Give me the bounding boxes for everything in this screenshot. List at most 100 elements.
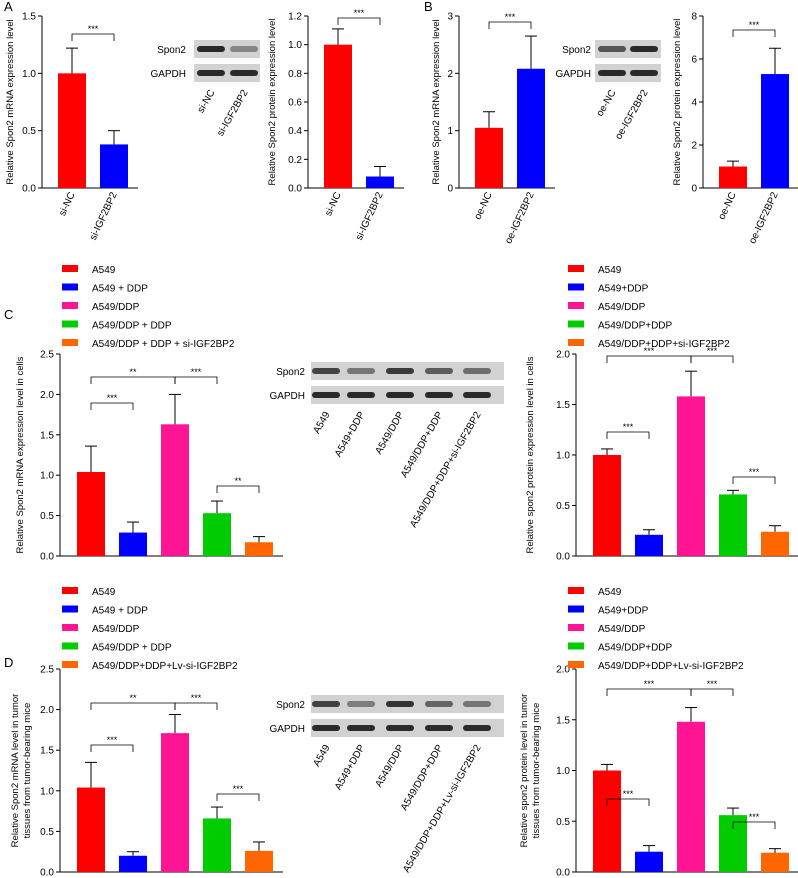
y-tick-label: 0.0 bbox=[556, 552, 570, 563]
x-tick-label: oe-NC bbox=[473, 191, 495, 222]
significance-label: *** bbox=[707, 346, 718, 356]
chart-a1: 0.0 0.5 1.0 1.5 Relative Spon2 mRNA expressi… bbox=[5, 12, 138, 242]
bar-2 bbox=[635, 851, 663, 872]
legend-d-left: A549 A549 + DDP A549/DDP A549/DDP + DDP A549… bbox=[62, 587, 238, 672]
y-tick-label: 1.0 bbox=[556, 766, 570, 777]
legend-label: A549+DDP bbox=[598, 606, 649, 617]
significance-label: *** bbox=[749, 812, 760, 822]
legend-label: A549/DDP + DDP bbox=[92, 643, 172, 654]
legend-label: A549 + DDP bbox=[92, 284, 148, 295]
legend-label: A549/DDP+DDP bbox=[598, 643, 673, 654]
y-axis-label: Relative Spon2 mRNA level in tumor bbox=[10, 694, 21, 848]
y-axis-label: Relative Spon2 mRNA expression level bbox=[431, 19, 442, 184]
bar-3 bbox=[677, 396, 705, 556]
significance-bracket bbox=[606, 355, 692, 363]
legend-c-left: A549 A549 + DDP A549/DDP A549/DDP + DDP A549… bbox=[62, 265, 235, 350]
y-tick-label: 2.0 bbox=[40, 390, 54, 401]
legend-swatch bbox=[62, 587, 78, 594]
legend-label: A549 bbox=[92, 587, 116, 598]
bar-1 bbox=[593, 770, 621, 872]
legend-swatch bbox=[568, 302, 584, 309]
y-tick-label: 1.5 bbox=[556, 715, 570, 726]
western-blot-d: Spon2 GAPDH A549 A549+DDP A549/DDPA549/DDP+D… bbox=[269, 695, 504, 875]
significance-bracket bbox=[690, 688, 734, 696]
y-tick-label: 1.0 bbox=[40, 471, 54, 482]
y-axis-label: tissues from tumor-bearing mice bbox=[22, 703, 33, 839]
legend-label: A549/DDP bbox=[598, 302, 646, 313]
blot-band bbox=[197, 70, 225, 76]
significance-label: *** bbox=[191, 693, 202, 703]
y-tick-label: 1.5 bbox=[40, 746, 54, 757]
y-tick-label: 2.5 bbox=[40, 350, 54, 361]
bar-2 bbox=[761, 74, 789, 188]
blot-lane-label: A549 bbox=[311, 410, 332, 436]
y-tick-label: 0.0 bbox=[40, 868, 54, 878]
significance-label: *** bbox=[623, 422, 634, 432]
x-tick-label: si-IGF2BP2 bbox=[354, 190, 386, 242]
legend-label: A549 bbox=[598, 587, 622, 598]
x-tick-label: si-NC bbox=[57, 191, 78, 218]
blot-lane-label: A549 bbox=[311, 743, 332, 769]
significance-bracket bbox=[90, 744, 134, 752]
y-tick-label: 0.5 bbox=[40, 511, 54, 522]
significance-bracket bbox=[732, 29, 776, 37]
blot-band bbox=[386, 701, 414, 707]
legend-swatch bbox=[62, 642, 78, 650]
chart-d1: 0.0 0.5 1.0 1.5 2.0 2.5 Relative Spon2 mRNA le… bbox=[10, 665, 283, 878]
y-tick-label: 2.0 bbox=[556, 350, 570, 361]
legend-swatch bbox=[568, 661, 584, 668]
y-axis-label: Relative spon2 protein expression level … bbox=[525, 356, 536, 553]
significance-bracket bbox=[174, 702, 218, 710]
y-tick-label: 0.6 bbox=[288, 98, 302, 109]
y-tick-label: 0 bbox=[447, 184, 453, 195]
blot-lane-label: oe-NC bbox=[595, 88, 619, 119]
y-tick-label: 0.5 bbox=[556, 501, 570, 512]
y-tick-label: 0.0 bbox=[22, 184, 36, 195]
bar-3 bbox=[161, 424, 189, 556]
significance-bracket bbox=[216, 793, 260, 801]
blot-lane-label: A549/DDP+DDP+Lv-si-IGF2BP2 bbox=[401, 743, 484, 875]
y-tick-label: 6 bbox=[691, 55, 697, 66]
legend-d-right: A549 A549+DDP A549/DDP A549/DDP+DDP A549/DDP… bbox=[568, 587, 744, 672]
legend-swatch bbox=[62, 283, 78, 291]
blot-row-label: Spon2 bbox=[276, 700, 305, 711]
significance-label: *** bbox=[749, 467, 760, 477]
chart-b2: 0 2 4 6 8 Relative Spon2 protein expression l… bbox=[672, 12, 798, 246]
bar-2 bbox=[366, 176, 394, 188]
blot-band bbox=[312, 368, 340, 374]
bar-5 bbox=[245, 542, 273, 556]
bar-2 bbox=[100, 144, 128, 188]
blot-row-label: Spon2 bbox=[562, 45, 591, 56]
significance-bracket bbox=[216, 485, 260, 493]
legend-label: A549/DDP+DDP+Lv-si-IGF2BP2 bbox=[598, 661, 744, 672]
legend-swatch bbox=[62, 320, 78, 328]
significance-label: *** bbox=[749, 20, 760, 30]
significance-label: *** bbox=[644, 346, 655, 356]
x-tick-label: si-IGF2BP2 bbox=[88, 190, 120, 242]
significance-label: *** bbox=[644, 679, 655, 689]
bar-3 bbox=[161, 733, 189, 872]
blot-band bbox=[347, 368, 375, 374]
significance-label: *** bbox=[233, 784, 244, 794]
chart-b1: 0 1 2 3 Relative Spon2 mRNA expression level… bbox=[431, 12, 555, 246]
significance-label: *** bbox=[107, 393, 118, 403]
significance-label: *** bbox=[107, 735, 118, 745]
chart-c2: 0.0 0.5 1.0 1.5 2.0 Relative spon2 protein ex… bbox=[525, 346, 798, 563]
blot-band bbox=[312, 725, 340, 731]
bar-4 bbox=[203, 513, 231, 556]
y-tick-label: 2 bbox=[447, 69, 453, 80]
panel-label-b: B bbox=[424, 0, 433, 14]
significance-bracket bbox=[732, 476, 776, 484]
blot-row-label: GAPDH bbox=[269, 724, 305, 735]
blot-band bbox=[386, 392, 414, 398]
legend-swatch bbox=[568, 283, 584, 291]
blot-band bbox=[312, 701, 340, 707]
y-tick-label: 1.2 bbox=[288, 12, 302, 23]
legend-swatch bbox=[62, 624, 78, 631]
blot-row-label: Spon2 bbox=[157, 45, 186, 56]
y-tick-label: 0.0 bbox=[556, 868, 570, 878]
legend-label: A549/DDP bbox=[92, 302, 140, 313]
y-tick-label: 0.5 bbox=[22, 126, 36, 137]
blot-strip bbox=[194, 64, 260, 82]
